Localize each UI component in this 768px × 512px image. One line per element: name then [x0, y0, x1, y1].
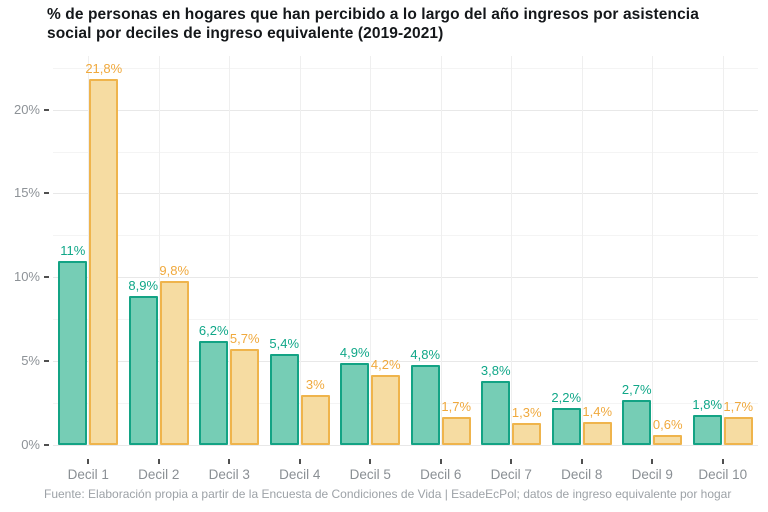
- bar-yellow: [653, 434, 683, 445]
- bar-value-label: 1,4%: [582, 403, 613, 419]
- y-axis-label: 5%: [21, 353, 40, 369]
- x-axis-label: Decil 1: [67, 467, 109, 482]
- x-axis-tick: [439, 459, 442, 464]
- x-axis-label: Decil 6: [420, 467, 462, 482]
- bar-value-label: 4,9%: [339, 344, 370, 360]
- x-axis-tick: [369, 459, 372, 464]
- bar-value-label: 4,2%: [370, 356, 401, 372]
- y-axis-tick: [44, 192, 49, 195]
- bar-green: [128, 295, 158, 445]
- x-axis-tick: [87, 459, 90, 464]
- gridline-major: [53, 109, 758, 111]
- x-axis: Decil 1 Decil 2 Decil 3 Decil 4 Decil 5 Decil…: [53, 445, 758, 491]
- x-axis-label: Decil 8: [561, 467, 603, 482]
- y-axis-label: 20%: [13, 101, 40, 117]
- bar-value-label: 5,4%: [269, 336, 300, 352]
- bar-value-label: 4,8%: [410, 346, 441, 362]
- bar-green: [410, 364, 440, 445]
- bar-green: [199, 341, 229, 445]
- bar-value-label: 8,9%: [128, 277, 159, 293]
- bar-green: [622, 399, 652, 445]
- bar-value-label: 5,7%: [229, 331, 260, 347]
- gridline-vertical: [440, 56, 442, 445]
- y-axis-label: 0%: [21, 437, 40, 452]
- x-axis-label: Decil 5: [349, 467, 391, 482]
- gridline-vertical: [581, 56, 583, 445]
- x-axis-tick: [510, 459, 513, 464]
- bar-green: [269, 354, 299, 445]
- bar-value-label: 11%: [60, 242, 86, 258]
- gridline-vertical: [88, 56, 90, 445]
- gridline-major: [53, 193, 758, 195]
- bar-yellow: [512, 423, 542, 445]
- bar-value-label: 6,2%: [198, 323, 229, 339]
- bar-green: [551, 408, 581, 445]
- y-axis-tick: [44, 360, 49, 363]
- x-axis-label: Decil 3: [208, 467, 250, 482]
- gridline-vertical: [229, 56, 231, 445]
- bar-yellow: [371, 374, 401, 445]
- bar-value-label: 0,6%: [652, 416, 683, 432]
- bar-value-label: 1,3%: [511, 405, 542, 421]
- gridline-vertical: [722, 56, 724, 445]
- gridline-minor: [53, 67, 758, 69]
- gridline-vertical: [299, 56, 301, 445]
- bar-value-label: 1,7%: [723, 398, 754, 414]
- bar-value-label: 1,7%: [441, 398, 472, 414]
- bar-green: [692, 414, 722, 445]
- bar-yellow: [582, 421, 612, 445]
- source-note: Fuente: Elaboración propia a partir de l…: [44, 487, 732, 501]
- gridline-vertical: [370, 56, 372, 445]
- x-axis-label: Decil 9: [631, 467, 673, 482]
- gridline-minor: [53, 319, 758, 321]
- x-axis-tick: [298, 459, 301, 464]
- x-axis-tick: [721, 459, 724, 464]
- x-axis-label: Decil 7: [490, 467, 532, 482]
- gridline-major: [53, 445, 758, 446]
- gridline-vertical: [652, 56, 654, 445]
- bar-green: [481, 381, 511, 445]
- bar-yellow: [300, 394, 330, 445]
- y-axis-tick: [44, 108, 49, 111]
- x-axis-label: Decil 10: [698, 467, 748, 482]
- gridline-vertical: [511, 56, 513, 445]
- bar-value-label: 3,8%: [480, 363, 511, 379]
- plot-area: 11% 8,9% 6,2% 5,4% 4,9% 4,8% 3,8% 2,2% 2,7% 1,8% 2…: [53, 56, 758, 446]
- x-axis-label: Decil 2: [138, 467, 180, 482]
- gridline-major: [53, 361, 758, 363]
- y-axis-label: 15%: [13, 185, 40, 201]
- gridline-minor: [53, 235, 758, 237]
- y-axis-tick: [44, 444, 49, 446]
- gridline-vertical: [158, 56, 160, 445]
- bar-yellow: [441, 416, 471, 445]
- bar-yellow: [89, 79, 119, 445]
- x-axis-tick: [228, 459, 231, 464]
- x-axis-tick: [651, 459, 654, 464]
- gridline-minor: [53, 403, 758, 405]
- chart-title: % de personas en hogares que han percibi…: [47, 6, 699, 42]
- gridline-minor: [53, 151, 758, 153]
- bar-yellow: [230, 349, 260, 445]
- bar-value-label: 9,8%: [159, 262, 190, 278]
- bar-value-label: 1,8%: [692, 396, 723, 412]
- bar-value-label: 2,7%: [621, 381, 652, 397]
- x-axis-label: Decil 4: [279, 467, 321, 482]
- bar-green: [340, 362, 370, 445]
- bar-value-label: 2,2%: [551, 390, 582, 406]
- y-axis: 0% 5% 10% 15% 20%: [0, 0, 52, 512]
- bar-yellow: [159, 280, 189, 445]
- bar-yellow: [723, 416, 753, 445]
- bar-value-label: 3%: [305, 376, 325, 392]
- y-axis-label: 10%: [13, 269, 40, 285]
- gridline-major: [53, 277, 758, 279]
- x-axis-tick: [157, 459, 160, 464]
- bar-green: [58, 260, 88, 445]
- y-axis-tick: [44, 276, 49, 279]
- bar-value-label: 21,8%: [85, 61, 123, 77]
- x-axis-tick: [580, 459, 583, 464]
